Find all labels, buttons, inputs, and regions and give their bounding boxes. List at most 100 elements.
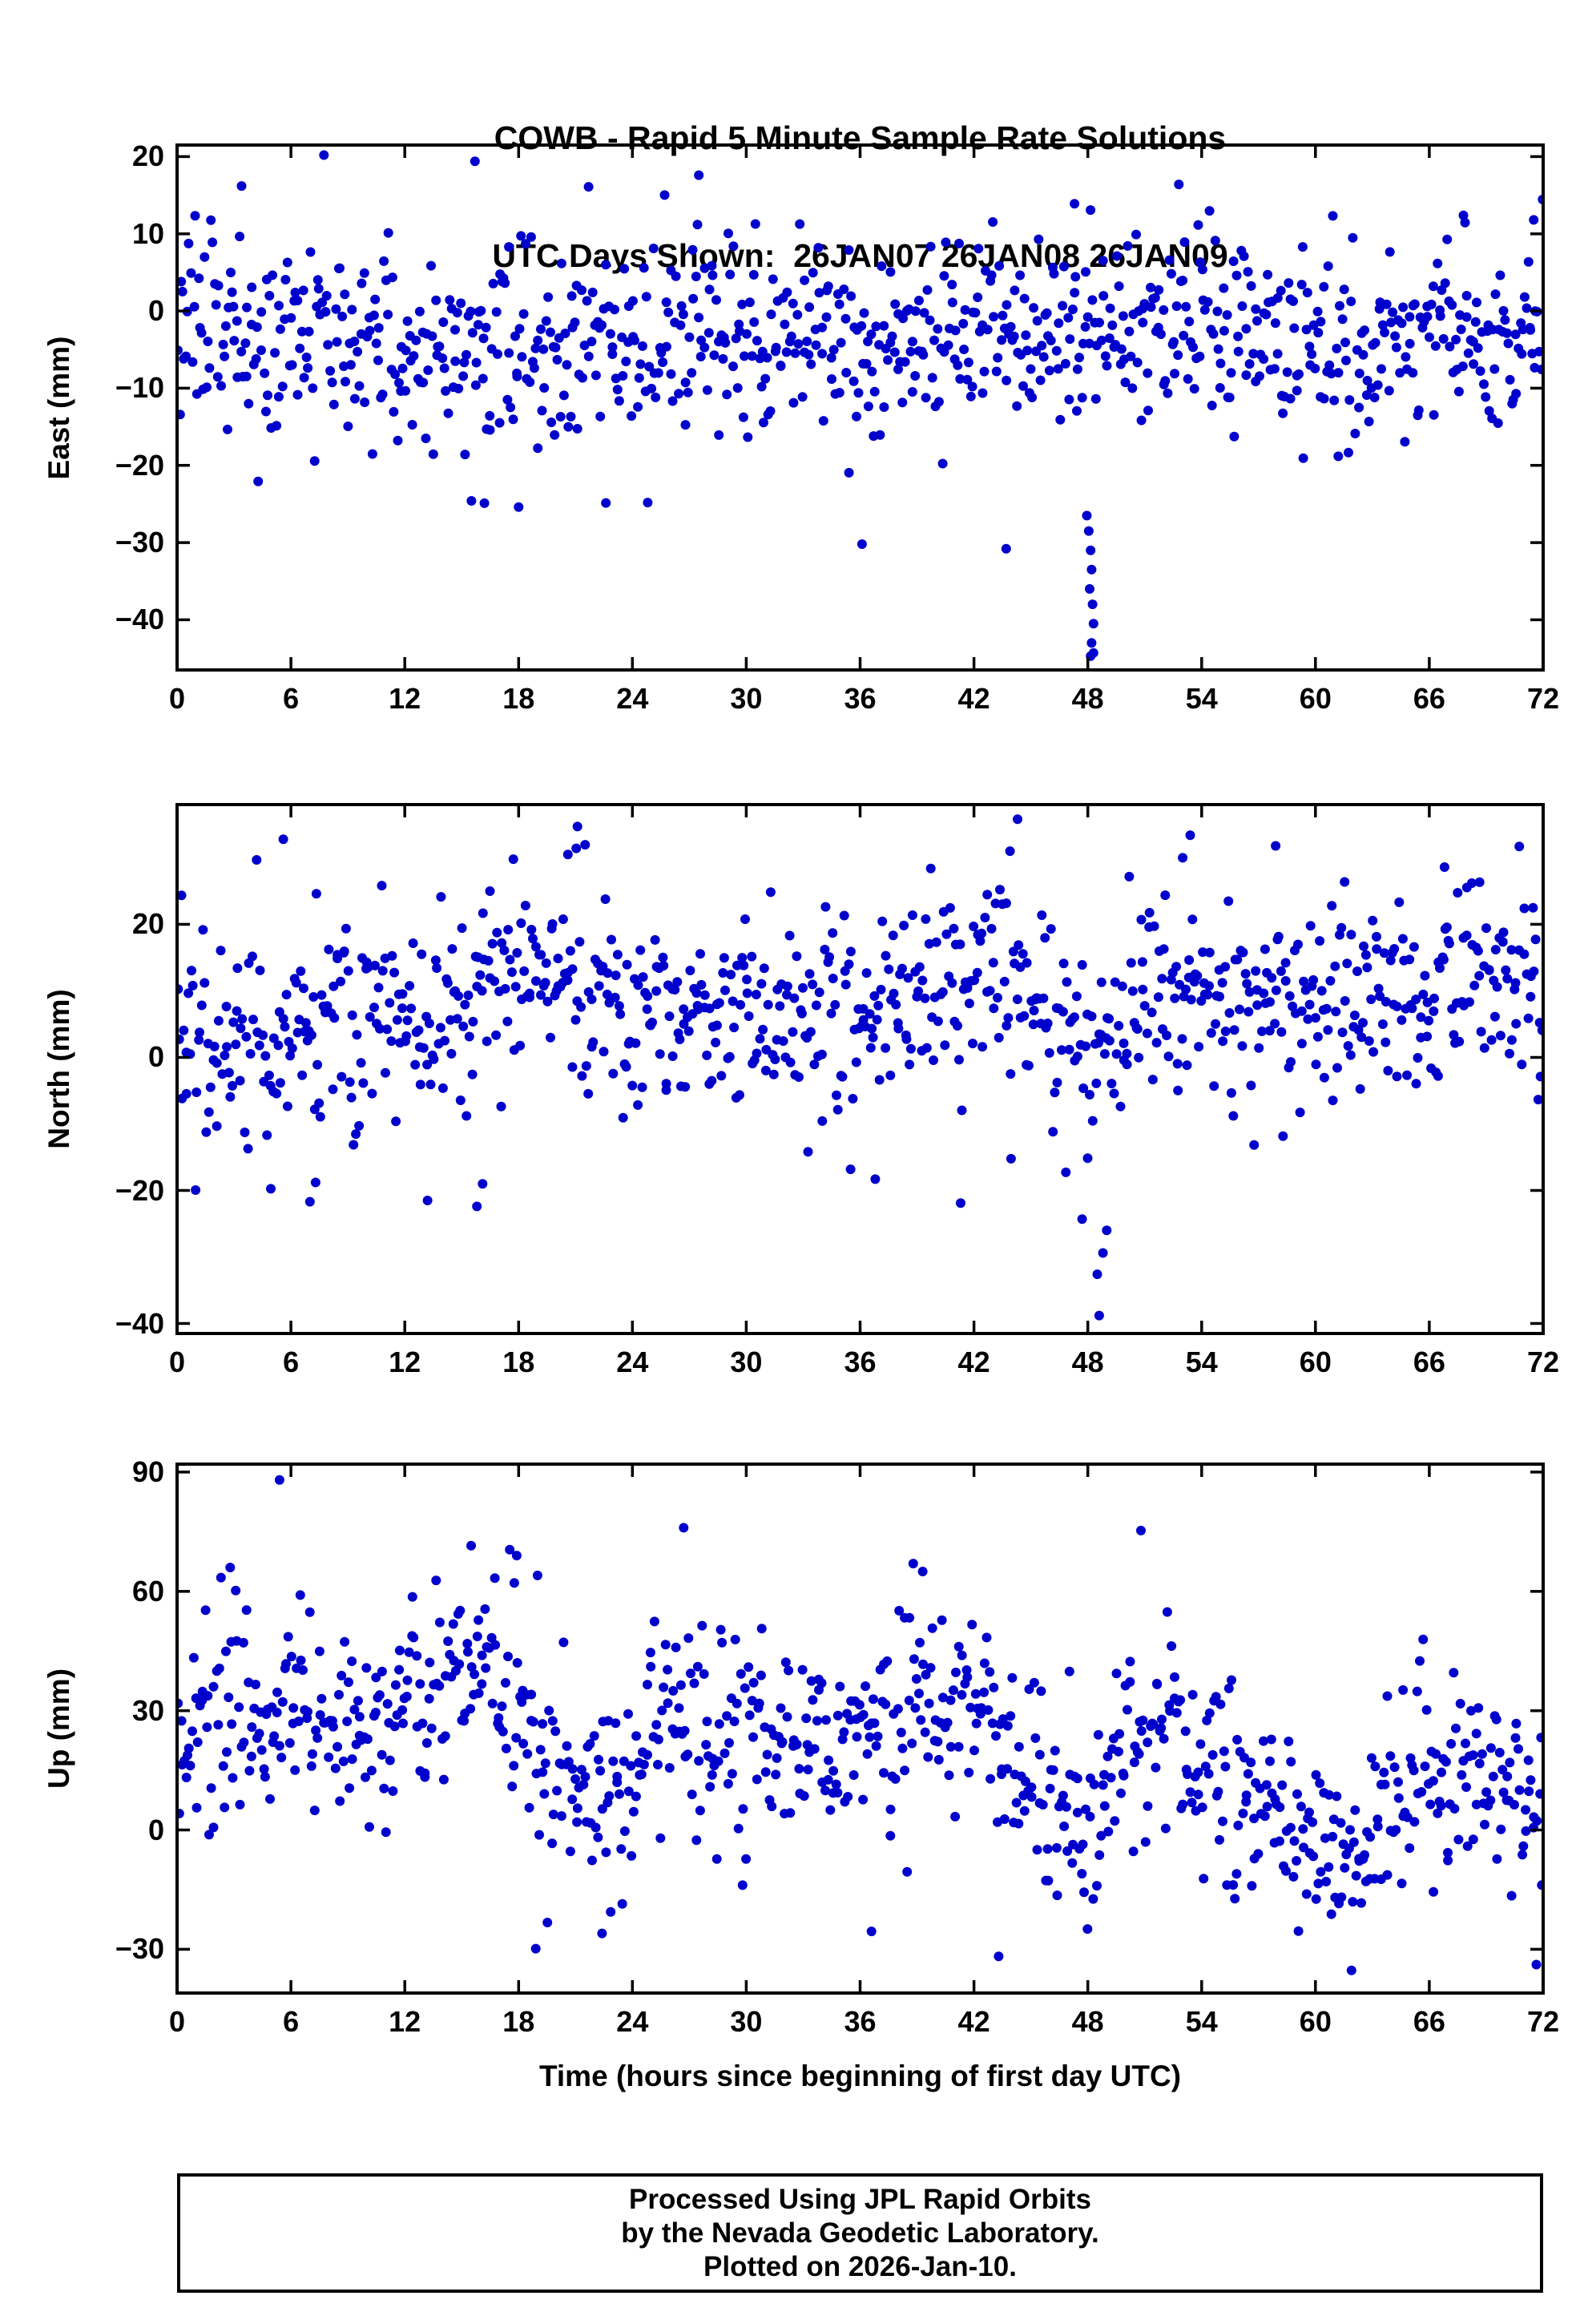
data-point [1134,1052,1144,1063]
data-point [282,257,292,268]
data-point [634,373,644,383]
data-point [216,381,226,391]
data-point [470,156,480,167]
data-point [797,1664,808,1675]
data-point [607,349,618,359]
data-point [1293,1926,1304,1936]
data-point [612,1771,623,1781]
data-point [244,1765,255,1776]
data-point [309,1806,320,1816]
data-point [1303,1014,1313,1024]
data-point [1336,922,1347,933]
data-point [603,968,613,978]
data-point [1492,1854,1502,1864]
data-point [1332,1063,1342,1073]
data-point [510,982,521,992]
data-point [1407,1003,1417,1014]
data-point [298,1665,308,1675]
data-point [1177,1034,1187,1044]
data-point [345,1077,355,1087]
data-point [808,979,818,990]
data-point [481,322,491,333]
y-tick-label: 0 [147,1813,164,1846]
data-point [204,363,215,373]
data-point [360,397,370,407]
data-point [1278,1131,1288,1141]
data-point [730,1634,740,1644]
data-point [552,1785,562,1796]
data-point [653,368,663,378]
data-point [1292,385,1302,396]
data-point [1449,1668,1459,1678]
data-point [756,978,767,989]
data-point [1272,349,1283,359]
data-point [1220,1761,1231,1772]
data-point [1514,1785,1525,1795]
data-point [731,333,741,344]
data-point [1476,1027,1486,1037]
data-point [837,1734,848,1745]
data-point [821,1715,831,1725]
data-point [937,458,948,469]
data-point [1275,1802,1285,1813]
data-point [630,335,639,345]
data-point [869,991,880,1001]
data-point [583,351,594,361]
data-point [1361,390,1372,400]
data-point [421,1738,432,1748]
data-point [255,965,265,975]
data-point [1149,921,1159,931]
data-point [328,1084,338,1095]
data-point [980,913,990,922]
data-point [1038,993,1049,1003]
data-point [1292,1789,1302,1799]
data-point [205,1082,216,1092]
data-point [1271,985,1281,995]
data-point [1456,325,1466,334]
data-point [907,1738,917,1749]
data-point [1532,1816,1542,1826]
data-point [1355,1083,1365,1094]
data-point [1315,1778,1325,1789]
data-point [1183,1769,1193,1779]
data-point [505,954,515,965]
data-point [492,927,502,938]
data-point [1506,1890,1517,1901]
data-point [635,359,646,369]
data-point [803,1765,813,1775]
data-point [631,1038,641,1048]
data-point [1136,914,1147,925]
data-point [1337,314,1348,325]
data-point [1277,1780,1288,1790]
data-point [1151,1762,1161,1773]
data-point [836,337,846,348]
data-point [565,1846,575,1857]
data-point [1160,1823,1171,1834]
data-point [547,919,558,929]
data-point [1358,349,1368,360]
data-point [896,1727,906,1737]
data-point [334,1689,344,1700]
data-point [232,316,242,326]
data-point [486,1632,497,1643]
data-point [497,1701,507,1712]
data-point [612,385,623,395]
data-point [1197,264,1207,275]
data-point [1116,344,1127,354]
data-point [1370,1761,1381,1772]
data-point [1319,1072,1329,1083]
data-point [1241,370,1252,381]
data-point [576,1765,586,1775]
data-point [697,1620,707,1631]
data-point [1044,1047,1054,1058]
data-point [383,309,393,320]
data-point [1438,333,1449,344]
data-point [1395,368,1405,378]
data-point [508,414,518,425]
data-point [695,352,706,361]
data-point [1519,292,1530,302]
data-point [1259,988,1269,999]
data-point [546,1032,555,1043]
data-point [406,1003,417,1014]
data-point [536,324,546,334]
